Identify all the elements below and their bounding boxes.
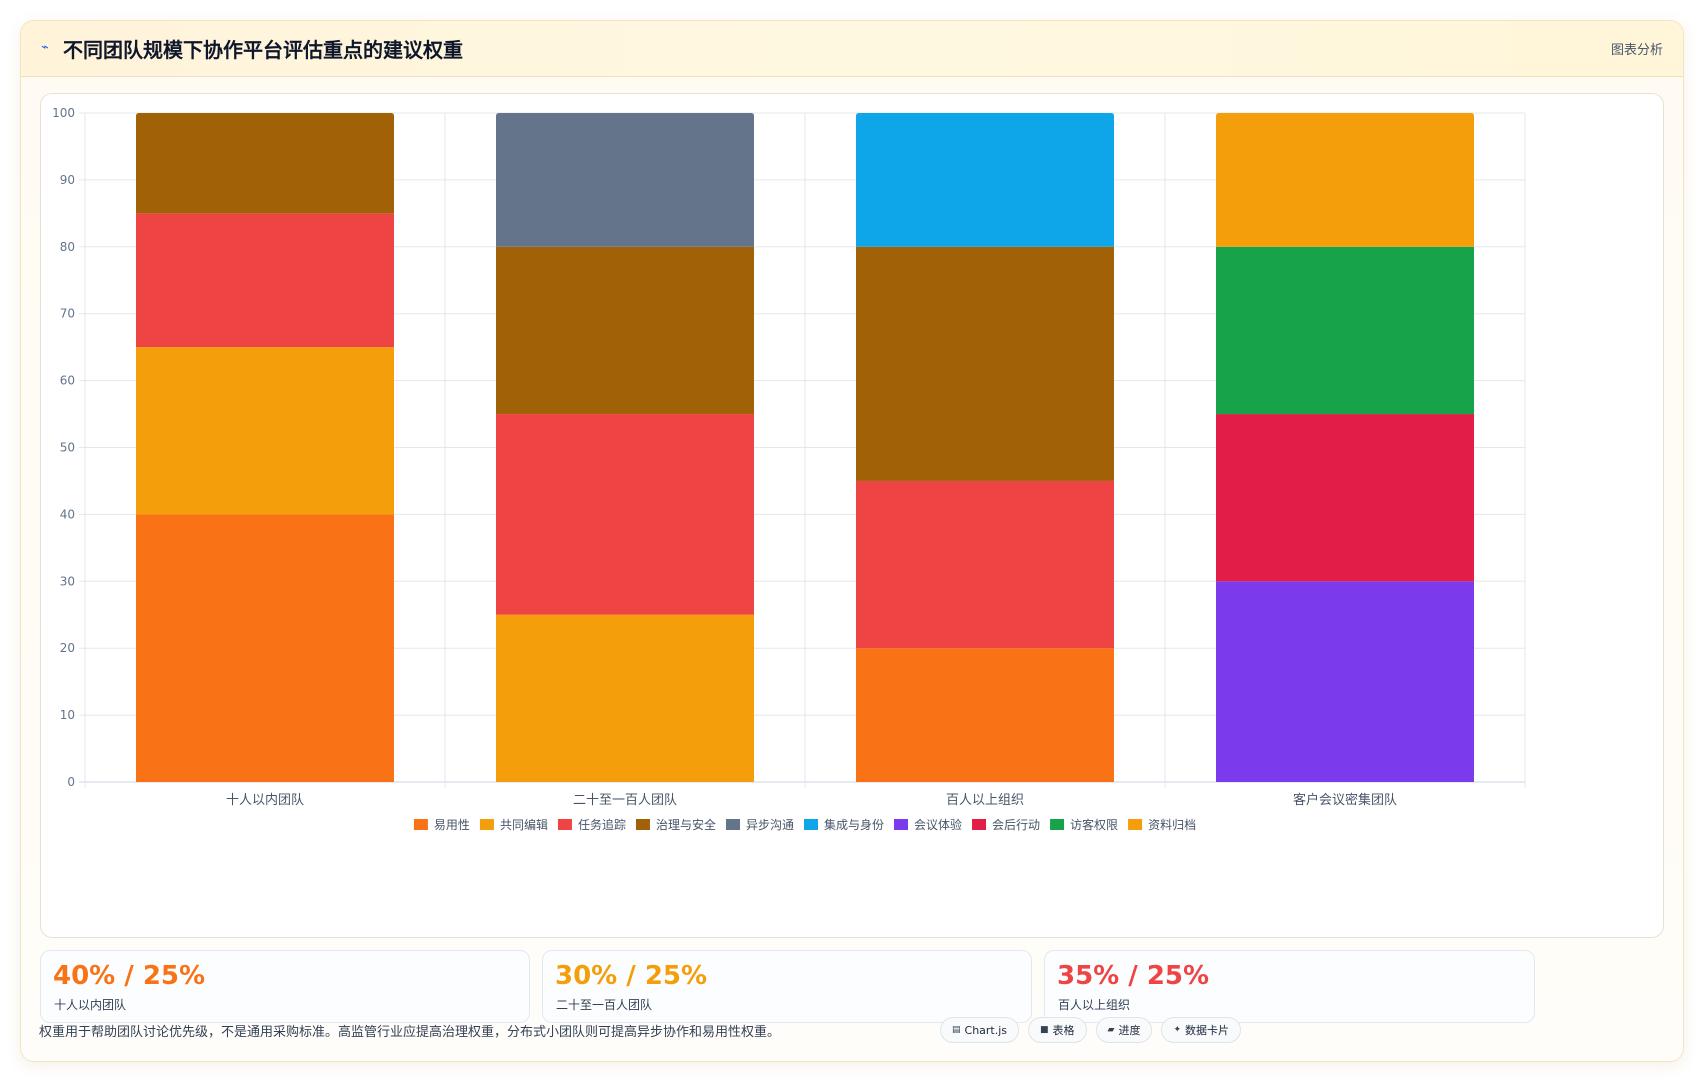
legend-swatch [804, 819, 818, 830]
legend-label: 集成与身份 [824, 817, 884, 832]
stat-card: 35% / 25% 百人以上组织 [1044, 950, 1535, 1023]
x-tick-label: 客户会议密集团队 [1293, 792, 1397, 808]
stat-card: 40% / 25% 十人以内团队 [40, 950, 530, 1023]
stat-value: 35% / 25% [1057, 961, 1210, 991]
chip-label: 数据卡片 [1185, 1024, 1230, 1037]
legend-label: 治理与安全 [656, 817, 716, 832]
y-tick-label: 40 [60, 507, 75, 521]
y-tick-label: 10 [60, 708, 75, 722]
stacked-bar-chart: 0 10 20 30 40 50 60 70 80 90 100 十人以内团队 二十至一百人团队 百人以上… [52, 106, 1526, 832]
y-tick-label: 30 [60, 574, 75, 588]
y-tick-label: 0 [67, 775, 75, 789]
footnote: 权重用于帮助团队讨论优先级，不是通用采购标准。高监管行业应提高治理权重，分布式小… [39, 1025, 781, 1040]
legend-label: 共同编辑 [500, 817, 548, 832]
legend-label: 异步沟通 [746, 818, 794, 832]
stat-value: 30% / 25% [555, 961, 708, 991]
page-title: 不同团队规模下协作平台评估重点的建议权重 [63, 38, 463, 62]
chart-icon: ▤ [952, 1025, 961, 1035]
legend-label: 易用性 [434, 818, 470, 832]
legend-label: 会后行动 [992, 818, 1040, 832]
table-chip[interactable]: ■ 表格 [1028, 1017, 1087, 1043]
bar-segment [856, 246, 1114, 481]
table-icon: ■ [1040, 1025, 1049, 1035]
sparkline-icon: ⌁ [41, 40, 49, 55]
card-header: ⌁ 不同团队规模下协作平台评估重点的建议权重 图表分析 [21, 21, 1683, 77]
legend-label: 资料归档 [1148, 818, 1196, 832]
progress-chip[interactable]: ▰ 进度 [1095, 1017, 1153, 1043]
sparkle-icon: ✦ [1173, 1025, 1182, 1035]
x-tick-label: 二十至一百人团队 [573, 793, 677, 808]
bar-segment [136, 213, 394, 348]
legend-label: 任务追踪 [578, 817, 626, 832]
bar-segment [1216, 246, 1474, 415]
y-tick-label: 60 [60, 374, 75, 388]
chart-card: ⌁ 不同团队规模下协作平台评估重点的建议权重 图表分析 0 10 20 30 40 50 6… [20, 20, 1684, 1062]
legend-swatch [725, 819, 740, 830]
y-tick-label: 100 [52, 106, 75, 120]
chart-analysis-link[interactable]: 图表分析 [1610, 43, 1663, 58]
chartjs-chip[interactable]: ▤ Chart.js [940, 1017, 1020, 1043]
chip-row: ▤ Chart.js ■ 表格 ▰ 进度 ✦ 数据卡片 [940, 1017, 1242, 1043]
bar-segment [496, 614, 754, 782]
stat-label: 百人以上组织 [1058, 998, 1131, 1012]
legend-swatch [1128, 819, 1143, 830]
bar-segment [1216, 581, 1474, 782]
legend-swatch [1050, 819, 1065, 830]
legend-swatch [972, 819, 987, 830]
legend-swatch [413, 819, 428, 830]
legend-swatch [635, 819, 650, 830]
chip-label: 表格 [1052, 1024, 1075, 1037]
y-tick-label: 70 [60, 307, 75, 321]
bar-segment [1216, 414, 1474, 582]
bar-segment [136, 113, 394, 214]
stat-value: 40% / 25% [53, 961, 206, 991]
bar-segment [856, 648, 1114, 782]
chip-label: 进度 [1118, 1024, 1141, 1037]
bar-segment [136, 514, 394, 782]
x-tick-label: 十人以内团队 [226, 792, 304, 808]
y-tick-label: 80 [60, 240, 75, 254]
bar-segment [496, 113, 754, 247]
y-tick-label: 20 [60, 641, 75, 655]
stat-card: 30% / 25% 二十至一百人团队 [542, 950, 1032, 1023]
bar-segment [496, 246, 754, 415]
x-tick-label: 百人以上组织 [946, 793, 1024, 808]
progress-icon: ▰ [1107, 1025, 1115, 1035]
legend-label: 会议体验 [914, 817, 962, 832]
legend-swatch [557, 819, 572, 830]
data-card-chip[interactable]: ✦ 数据卡片 [1161, 1017, 1242, 1043]
legend-label: 访客权限 [1070, 817, 1118, 832]
y-tick-label: 50 [60, 441, 75, 455]
bar-segment [856, 480, 1114, 649]
chip-label: Chart.js [964, 1023, 1008, 1037]
chart-container: 0 10 20 30 40 50 60 70 80 90 100 十人以内团队 二十至一百人团队 百人以上… [40, 93, 1664, 938]
stat-label: 二十至一百人团队 [556, 998, 653, 1012]
stat-label: 十人以内团队 [54, 998, 127, 1012]
bar-segment [136, 347, 394, 515]
bar-segment [856, 113, 1114, 247]
bar-segment [496, 414, 754, 615]
y-tick-label: 90 [60, 173, 75, 187]
legend-swatch [479, 819, 494, 830]
bar-segment [1216, 113, 1474, 247]
legend-swatch [894, 819, 909, 830]
